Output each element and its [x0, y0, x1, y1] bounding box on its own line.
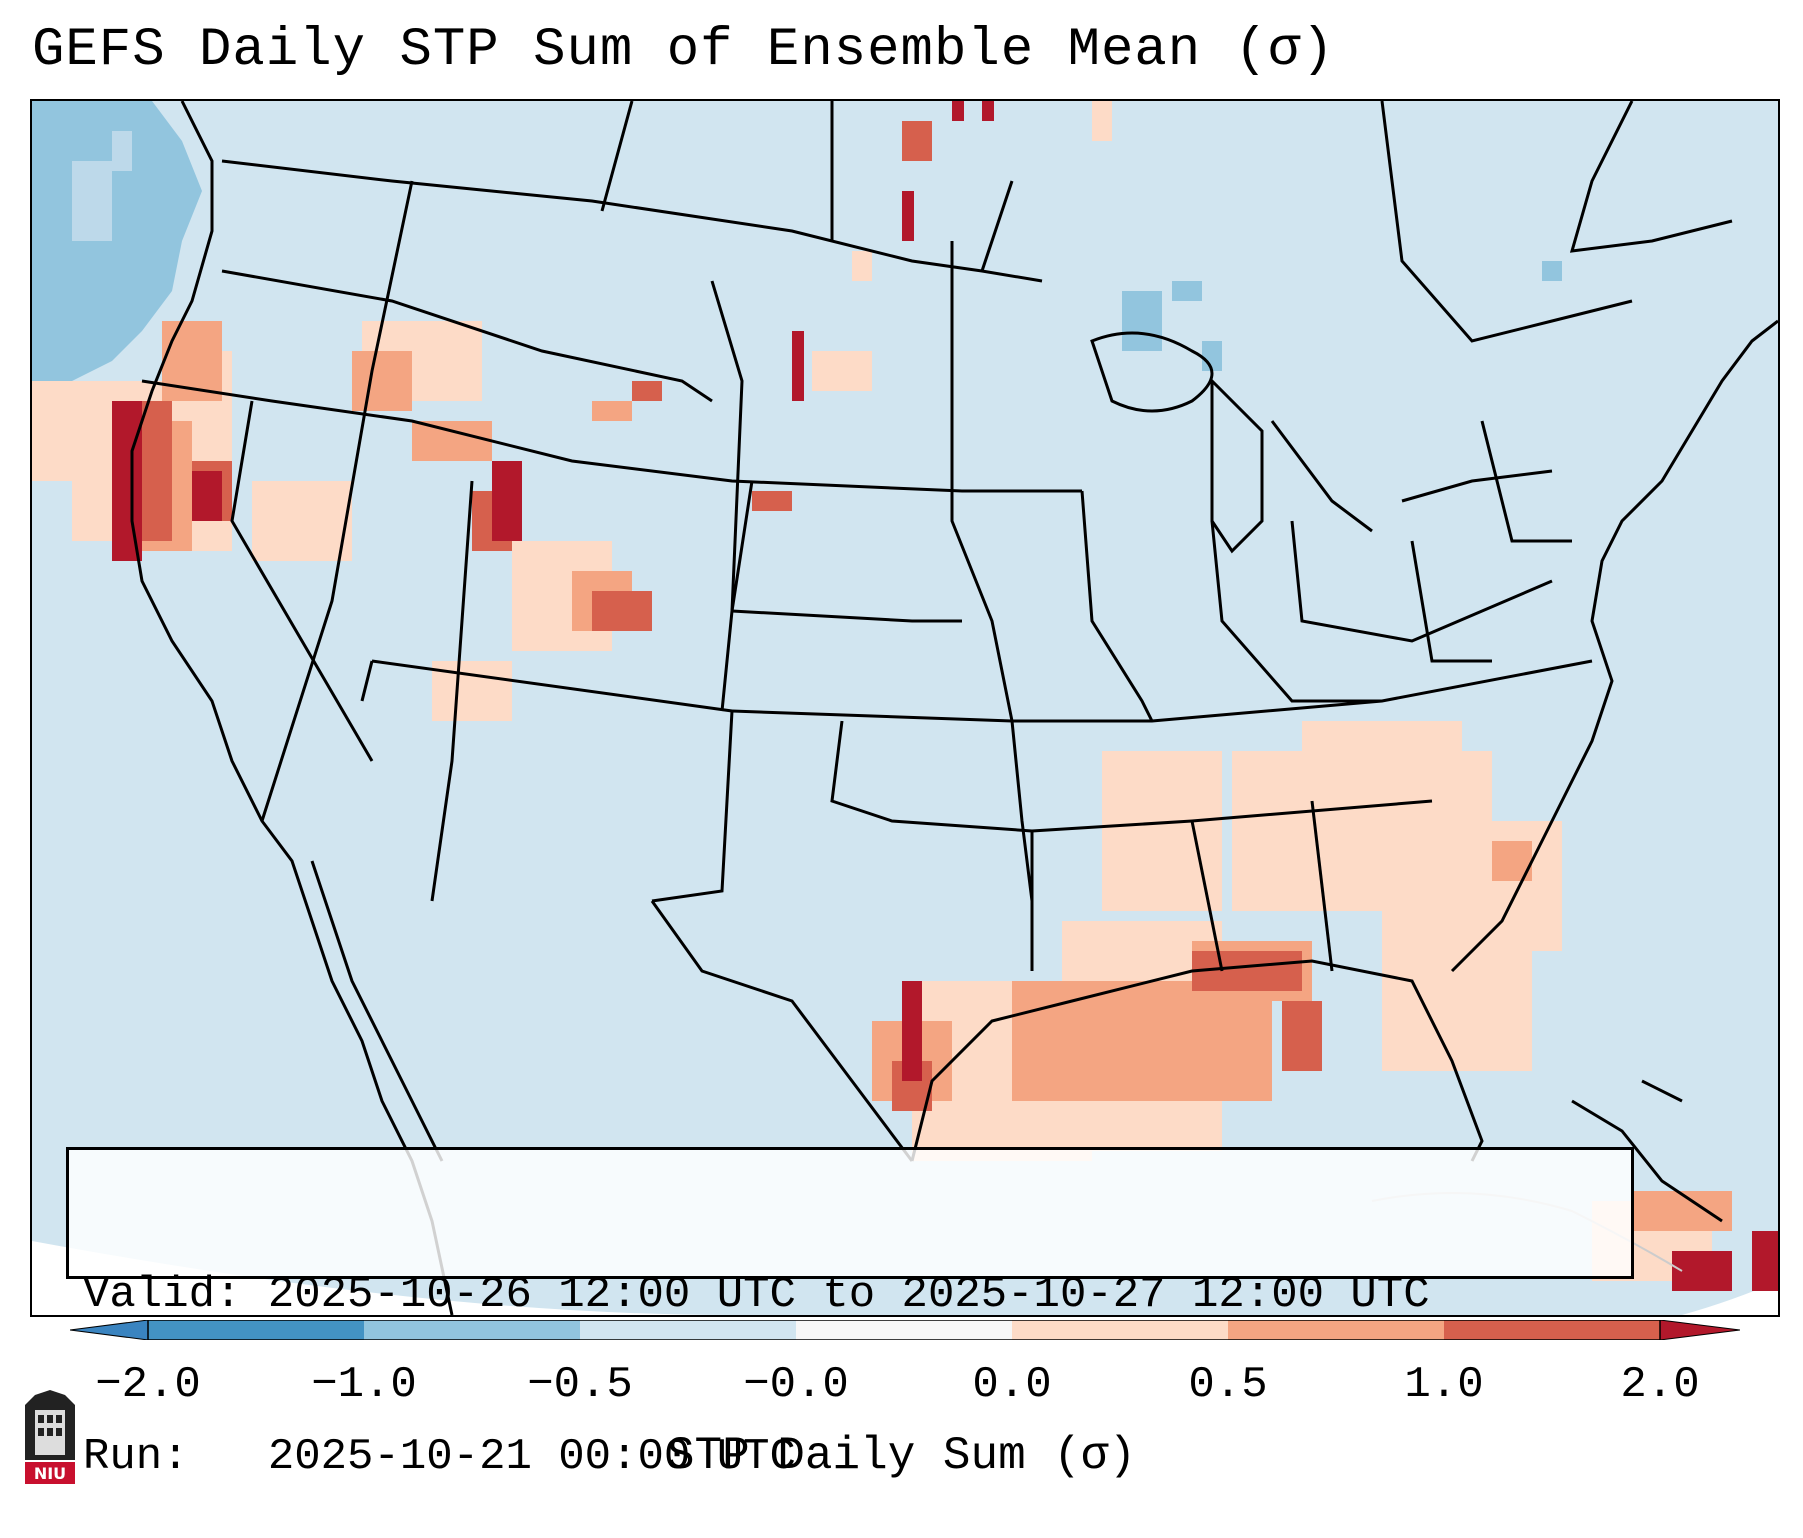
- negative-anomaly-light: [72, 131, 132, 241]
- projection-edge-right: [1682, 1281, 1778, 1315]
- map-panel: [30, 99, 1780, 1317]
- colorbar-extend-low: [70, 1320, 149, 1340]
- colorbar-tick: 0.5: [1188, 1360, 1268, 1410]
- valid-run-info-box: Valid: 2025-10-26 12:00 UTC to 2025-10-2…: [66, 1147, 1634, 1482]
- valid-time-text: Valid: 2025-10-26 12:00 UTC to 2025-10-2…: [83, 1270, 1430, 1320]
- colorbar-title: STP Daily Sum (σ): [666, 1430, 1137, 1482]
- map-title: GEFS Daily STP Sum of Ensemble Mean (σ): [32, 20, 1335, 81]
- map-background: [32, 101, 1778, 1315]
- colorbar-seg-1-2: [1444, 1320, 1660, 1340]
- positive-anomaly-extreme: [112, 101, 1778, 1291]
- colorbar-seg-n05-0: [580, 1320, 796, 1340]
- colorbar-seg-n2-n1: [148, 1320, 364, 1340]
- colorbar-tick: −2.0: [95, 1360, 201, 1410]
- run-time-text: Run: 2025-10-21 00:00 UTC: [83, 1432, 796, 1482]
- colorbar-tick: 1.0: [1404, 1360, 1484, 1410]
- colorbar-seg-zero: [796, 1320, 1012, 1340]
- colorbar-tick: −0.0: [743, 1360, 849, 1410]
- colorbar-extend-high: [1659, 1320, 1740, 1340]
- projection-edge-left: [32, 1241, 732, 1315]
- niu-logo: NIU: [25, 1390, 75, 1484]
- colorbar-tick: 2.0: [1620, 1360, 1700, 1410]
- colorbar: [70, 1320, 1740, 1340]
- colorbar-tick: 0.0: [972, 1360, 1052, 1410]
- colorbar-seg-0-05: [1012, 1320, 1228, 1340]
- colorbar-tick: −0.5: [527, 1360, 633, 1410]
- colorbar-tick: −1.0: [311, 1360, 417, 1410]
- boundaries: [130, 101, 1778, 1315]
- colorbar-seg-n1-n05: [364, 1320, 580, 1340]
- svg-text:NIU: NIU: [34, 1464, 66, 1483]
- stp-map: [32, 101, 1778, 1315]
- colorbar-seg-05-1: [1228, 1320, 1444, 1340]
